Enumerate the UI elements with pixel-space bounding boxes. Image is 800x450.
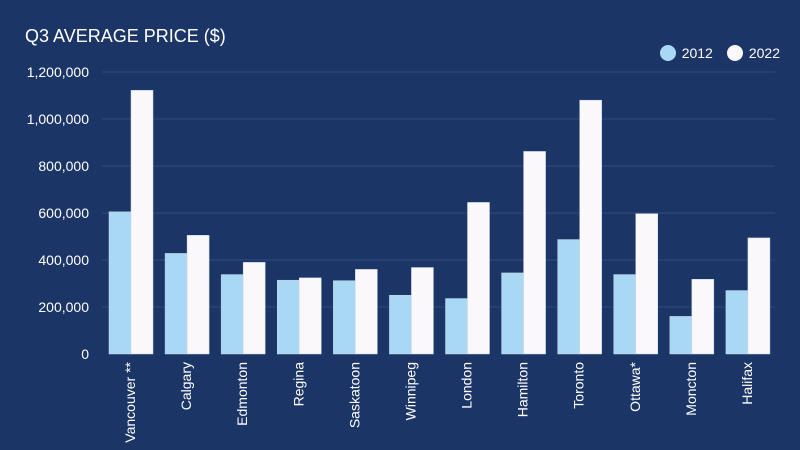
bar-2012-ottawa[interactable]	[613, 274, 636, 355]
x-tick-label: Regina	[290, 362, 306, 407]
x-tick-label: Vancouver **	[122, 361, 138, 442]
x-tick-label: Edmonton	[234, 362, 250, 426]
bar-2022-winnipeg[interactable]	[411, 267, 434, 355]
y-tick-label: 1,200,000	[27, 64, 89, 80]
bar-2022-vancouver[interactable]	[130, 90, 154, 355]
x-tick-label: Toronto	[571, 362, 587, 409]
bar-2012-regina[interactable]	[277, 279, 300, 355]
bar-2022-calgary[interactable]	[186, 235, 210, 355]
bar-2012-london[interactable]	[445, 298, 468, 355]
legend-swatch-2012	[659, 45, 676, 61]
x-tick-label: Halifax	[739, 362, 755, 405]
bar-2022-saskatoon[interactable]	[355, 269, 378, 355]
x-tick-label: Ottawa*	[627, 361, 643, 411]
bar-2012-moncton[interactable]	[669, 316, 693, 355]
legend-swatch-2022	[726, 45, 743, 61]
bar-2012-halifax[interactable]	[725, 290, 749, 355]
bar-2012-vancouver[interactable]	[108, 211, 132, 355]
x-tick-label: Calgary	[178, 362, 194, 410]
legend-label-2012: 2012	[681, 45, 713, 61]
y-tick-label: 200,000	[38, 299, 89, 315]
bar-2012-saskatoon[interactable]	[333, 280, 356, 355]
legend-label-2022: 2022	[748, 45, 780, 61]
chart-title: Q3 AVERAGE PRICE ($)	[25, 26, 226, 46]
bar-2022-regina[interactable]	[299, 277, 322, 355]
legend: 2012 2022	[659, 45, 780, 61]
y-tick-label: 600,000	[38, 205, 89, 221]
x-tick-label: Moncton	[683, 362, 699, 416]
bar-2022-moncton[interactable]	[691, 279, 715, 355]
bar-2012-toronto[interactable]	[557, 239, 580, 355]
legend-item-2012[interactable]: 2012	[659, 45, 713, 61]
y-tick-label: 0	[81, 346, 89, 362]
bar-2022-toronto[interactable]	[579, 99, 602, 355]
x-tick-label: Hamilton	[515, 362, 531, 417]
bar-2012-winnipeg[interactable]	[389, 295, 412, 355]
bar-2022-halifax[interactable]	[747, 237, 771, 355]
bar-2012-calgary[interactable]	[164, 253, 188, 355]
bar-2022-london[interactable]	[467, 202, 490, 355]
x-tick-label: London	[459, 362, 475, 409]
bar-2022-edmonton[interactable]	[242, 262, 266, 355]
bar-2012-edmonton[interactable]	[220, 274, 244, 355]
x-tick-label: Saskatoon	[346, 362, 362, 428]
y-tick-label: 1,000,000	[27, 111, 89, 127]
x-tick-label: Winnipeg	[402, 362, 418, 420]
legend-item-2022[interactable]: 2022	[726, 45, 780, 61]
y-tick-label: 800,000	[38, 158, 89, 174]
y-tick-label: 400,000	[38, 252, 89, 268]
bar-2022-ottawa[interactable]	[635, 213, 658, 355]
bar-2022-hamilton[interactable]	[523, 151, 546, 355]
bar-2012-hamilton[interactable]	[501, 272, 524, 355]
